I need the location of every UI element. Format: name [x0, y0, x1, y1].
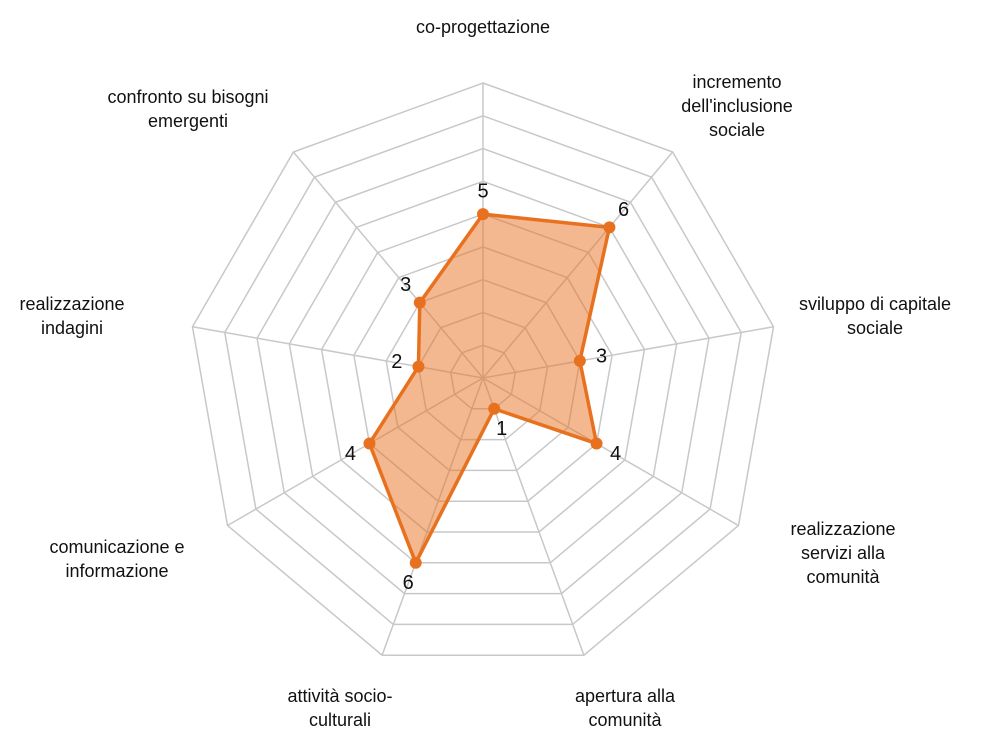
value-label: 3 [400, 274, 411, 296]
axis-label-line: sociale [709, 120, 765, 140]
value-label: 4 [610, 443, 621, 465]
value-label: 6 [618, 199, 629, 221]
grid-ring [320, 213, 646, 533]
axis-label-line: sviluppo di capitale [799, 294, 951, 314]
axis-label-line: comunità [806, 567, 880, 587]
axis-label: apertura alla comunità [575, 686, 676, 730]
axis-label-line: dell'inclusione [681, 96, 793, 116]
axis-label: co-progettazione [416, 17, 550, 37]
axis-label-line: realizzazione [790, 519, 895, 539]
data-point [573, 354, 586, 367]
axis-label-line: realizzazione [19, 294, 124, 314]
value-label: 5 [477, 180, 488, 202]
value-label: 3 [596, 345, 607, 367]
data-point [363, 437, 376, 450]
value-label: 2 [391, 351, 402, 373]
axis-label-line: culturali [309, 710, 371, 730]
axis-label-line: confronto su bisogni [107, 87, 268, 107]
axis-label: sviluppo di capitale sociale [799, 294, 951, 338]
data-point [412, 360, 425, 373]
axis-label: attività socio-culturali [287, 686, 392, 730]
data-point [603, 221, 616, 234]
axis-label: realizzazione indagini [19, 294, 124, 338]
data-area [367, 212, 612, 565]
data-point [409, 556, 422, 569]
grid-ring [191, 82, 775, 656]
axis-label-line: co-progettazione [416, 17, 550, 37]
axis-label-line: comunicazione e [49, 537, 184, 557]
axis-label-line: sociale [847, 318, 903, 338]
data-point [413, 296, 426, 309]
grid-ring [288, 180, 678, 564]
data-point [477, 208, 489, 221]
axis-label: comunicazione e informazione [49, 537, 184, 581]
axis-label: realizzazione servizi alla comunità [790, 519, 895, 587]
value-label: 1 [496, 418, 507, 440]
axis-label: incremento dell'inclusione sociale [681, 72, 793, 140]
value-label: 4 [345, 443, 356, 465]
data-point [590, 437, 603, 450]
axis-label: confronto su bisogni emergenti [107, 87, 268, 131]
axis-label-line: emergenti [148, 111, 228, 131]
axis-label-line: informazione [65, 561, 168, 581]
grid-ring [256, 147, 710, 595]
axis-label-line: apertura alla [575, 686, 676, 706]
spoke [482, 377, 585, 656]
axis-label-line: attività socio- [287, 686, 392, 706]
data-point [488, 402, 501, 415]
value-label: 6 [403, 572, 414, 594]
axis-label-line: comunità [588, 710, 662, 730]
axis-label-line: indagini [41, 318, 103, 338]
axis-label-line: servizi alla [801, 543, 886, 563]
axis-label-line: incremento [692, 72, 781, 92]
grid-ring [223, 114, 743, 626]
